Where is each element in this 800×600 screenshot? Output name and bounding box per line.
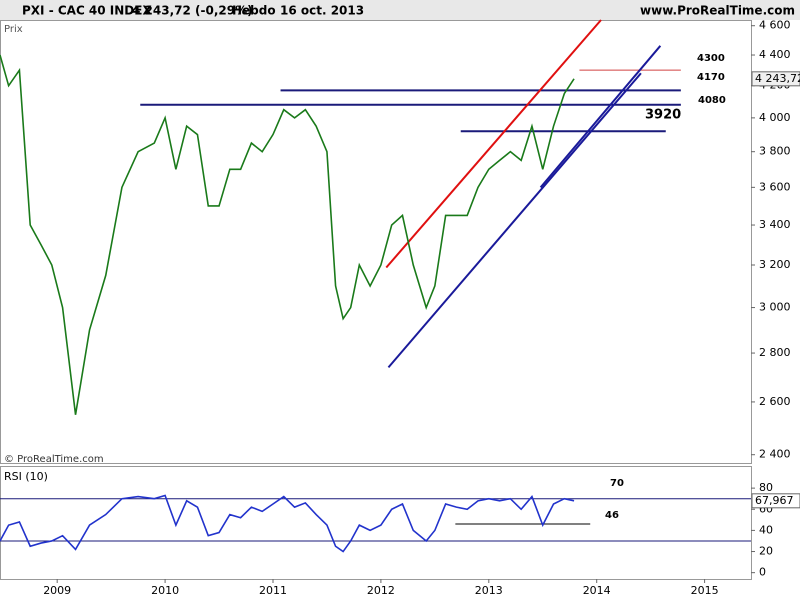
level-label: 70	[610, 478, 624, 489]
x-tick-label: 2012	[367, 584, 395, 597]
y-tick-label: 2 800	[759, 346, 791, 359]
y-tick-label: 3 000	[759, 301, 791, 314]
date: 16 oct. 2013	[280, 4, 364, 18]
trendline	[539, 45, 662, 188]
last-value-box	[751, 493, 800, 509]
y-tick-label: 2 400	[759, 448, 791, 461]
level-label: 4170	[697, 72, 725, 83]
axis-label: Prix	[4, 24, 23, 35]
y-tick-label: 3 200	[759, 258, 791, 271]
x-tick-label: 2010	[151, 584, 179, 597]
rsi-title: RSI (10)	[4, 470, 48, 483]
y-tick-label: 20	[759, 545, 773, 558]
copyright: © ProRealTime.com	[4, 454, 104, 465]
trendline	[387, 72, 642, 368]
y-tick-label: 3 800	[759, 145, 791, 158]
last-value-label: 67,967	[755, 494, 794, 507]
level-label: 3920	[645, 108, 681, 123]
x-tick-label: 2009	[43, 584, 71, 597]
x-tick-label: 2011	[259, 584, 287, 597]
series-line	[0, 494, 575, 553]
last-value-label: 4 243,72	[755, 72, 800, 85]
trendline	[385, 19, 602, 269]
header-bar	[0, 0, 800, 20]
instrument: PXI - CAC 40 INDEX	[22, 4, 152, 18]
price-panel	[0, 20, 752, 464]
y-tick-label: 40	[759, 523, 773, 536]
x-tick-label: 2013	[475, 584, 503, 597]
y-tick-label: 2 600	[759, 395, 791, 408]
y-tick-label: 0	[759, 566, 766, 579]
y-tick-label: 4 000	[759, 111, 791, 124]
level-label: 4080	[698, 95, 726, 106]
y-tick-label: 4 600	[759, 19, 791, 32]
series-line	[0, 54, 575, 415]
x-tick-label: 2014	[583, 584, 611, 597]
site: www.ProRealTime.com	[640, 4, 795, 18]
rsi-panel	[0, 466, 752, 580]
x-tick-label: 2015	[691, 584, 719, 597]
y-tick-label: 3 600	[759, 180, 791, 193]
period: Hebdo	[232, 4, 276, 18]
y-tick-label: 4 400	[759, 48, 791, 61]
level-label: 4300	[697, 53, 725, 64]
last-value-box	[751, 71, 800, 87]
quote: 4 243,72 (-0,29%)	[132, 4, 253, 18]
level-label: 46	[605, 510, 619, 521]
y-tick-label: 3 400	[759, 218, 791, 231]
y-tick-label: 80	[759, 481, 773, 494]
